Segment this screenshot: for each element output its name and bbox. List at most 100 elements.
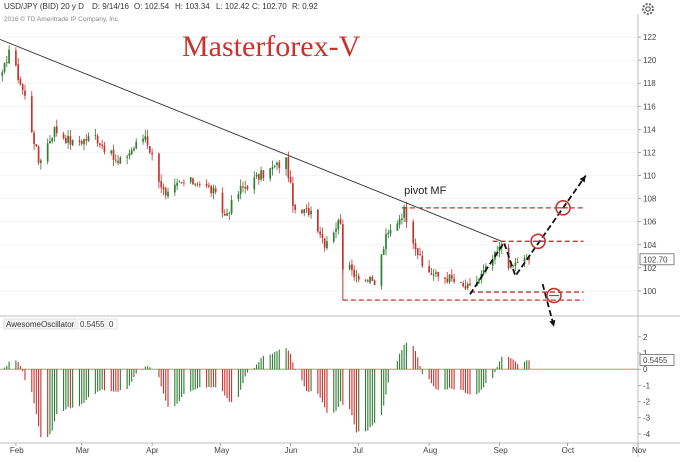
candle	[112, 144, 115, 166]
candle	[260, 166, 262, 182]
candle	[210, 184, 213, 198]
candle	[332, 231, 335, 244]
candle	[478, 278, 480, 285]
candle-body	[226, 213, 228, 216]
arrow-path[interactable]	[541, 283, 555, 327]
candle-body	[528, 256, 530, 261]
candle	[319, 226, 321, 239]
candle	[405, 201, 408, 229]
candle-body	[512, 265, 514, 267]
candle-body	[196, 184, 199, 186]
target-circle[interactable]	[530, 233, 546, 250]
candle-body	[446, 278, 449, 283]
candle-body	[303, 209, 306, 214]
candle	[46, 138, 49, 165]
price-tick-label: 100	[643, 287, 657, 296]
candle	[151, 148, 153, 161]
candle	[230, 195, 233, 216]
candle	[208, 182, 210, 189]
candle	[192, 177, 194, 185]
target-circle[interactable]	[546, 287, 562, 304]
candle-body	[287, 157, 290, 179]
candle	[469, 277, 471, 287]
candle-body	[307, 208, 310, 216]
candle-body	[262, 170, 265, 179]
candle	[303, 208, 306, 217]
candle-body	[435, 272, 437, 274]
candle-body	[421, 255, 424, 267]
candle	[110, 149, 113, 156]
time-tick-label: Mar	[76, 446, 90, 455]
price-tick-label: 114	[643, 125, 656, 134]
target-circle[interactable]	[555, 200, 571, 216]
range-label: R: 0.92	[292, 2, 318, 11]
candle-body	[482, 270, 485, 275]
candle-body	[17, 64, 20, 81]
candle-body	[101, 144, 104, 146]
candle	[419, 247, 421, 257]
candle-body	[469, 283, 471, 286]
price-tick-label: 102	[643, 264, 657, 273]
candle	[69, 130, 72, 150]
candle-body	[385, 233, 387, 250]
candle	[135, 138, 138, 150]
candle-body	[405, 206, 408, 223]
oscillator-tick-label: 0	[643, 365, 648, 374]
candle-body	[364, 279, 367, 281]
candle	[285, 157, 287, 176]
candle-body	[273, 166, 276, 167]
candle-body	[414, 243, 417, 250]
candle-body	[432, 274, 435, 276]
candle-body	[146, 136, 149, 146]
candle-body	[246, 186, 249, 190]
candle-body	[78, 140, 81, 142]
candle-body	[142, 138, 144, 142]
candle-body	[117, 160, 119, 163]
candle	[355, 270, 358, 283]
candle-body	[450, 274, 453, 279]
candle	[366, 279, 369, 283]
candle-body	[210, 186, 213, 194]
candle	[307, 201, 310, 217]
candle	[244, 180, 247, 194]
candle-body	[373, 280, 376, 286]
candle	[398, 214, 401, 229]
gear-icon[interactable]	[642, 3, 654, 15]
candle	[37, 145, 40, 166]
time-tick-label: Sep	[494, 446, 509, 455]
oscillator-panel[interactable]	[0, 332, 638, 442]
candle	[71, 139, 74, 147]
candle	[176, 178, 178, 191]
close-label: C: 102.70	[252, 2, 287, 11]
candle	[253, 171, 256, 194]
candle	[53, 126, 56, 142]
price-panel[interactable]	[0, 14, 638, 314]
candle	[237, 191, 240, 202]
candle	[15, 47, 17, 68]
price-tick-label: 122	[643, 33, 657, 42]
candle	[464, 279, 467, 291]
candle	[67, 130, 69, 149]
candle	[158, 152, 160, 189]
candle	[80, 139, 83, 146]
symbol-label: USD/JPY (BID) 20 y D	[4, 2, 84, 11]
candle	[198, 181, 201, 188]
candle	[214, 185, 217, 195]
candle-body	[183, 182, 185, 184]
candle	[101, 139, 104, 149]
candle	[432, 268, 435, 281]
arrow-path[interactable]	[469, 174, 587, 295]
candle	[335, 222, 337, 239]
candle-body	[335, 228, 337, 232]
price-tick-label: 116	[643, 102, 656, 111]
candle-body	[380, 254, 383, 286]
candle	[223, 209, 226, 216]
time-tick-label: Jul	[353, 446, 363, 455]
candle-body	[257, 174, 260, 180]
candle-body	[448, 274, 451, 283]
oscillator-last-tag: 0.5455	[639, 354, 675, 366]
price-tick-label: 118	[643, 79, 656, 88]
candle	[119, 156, 122, 164]
candle	[453, 273, 455, 284]
